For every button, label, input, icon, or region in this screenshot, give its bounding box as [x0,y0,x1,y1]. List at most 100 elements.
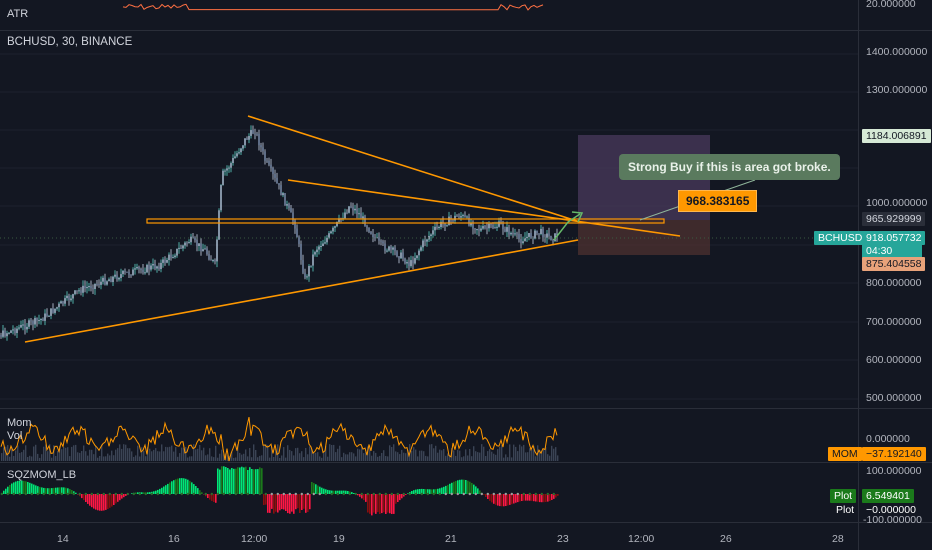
sqz-bar [425,489,427,494]
volume-bar [491,451,493,461]
volume-bar [405,453,407,461]
candle-body [374,237,376,239]
sqz-bar [47,488,49,494]
volume-bar [133,456,135,461]
sqz-bar [459,479,461,494]
volume-bar [187,457,189,461]
candle-body [228,167,230,169]
candle-body [422,240,424,248]
volume-bar [103,456,105,461]
volume-bar [483,446,485,461]
sqz-dot [378,492,381,496]
candle-body [242,145,244,149]
candle-body [392,247,394,250]
volume-bar [1,453,3,461]
sqz-bar [23,480,25,494]
sqz-dot [510,492,513,496]
sqz-dot [216,492,219,496]
sqz-bar [389,494,391,514]
sqz-bar [99,494,101,511]
sqz-bar [501,494,503,507]
volume-bar [533,445,535,461]
price-axis-tick: 1000.000000 [866,197,928,209]
plot-value-tag: 6.549401 [862,489,914,503]
sqz-dot [480,492,483,496]
chart-symbol-title[interactable]: BCHUSD, 30, BINANCE [7,36,133,48]
volume-bar [23,449,25,461]
sqz-bar [393,494,395,514]
buy-note-callout[interactable]: Strong Buy if this is area got broke. [619,154,840,180]
volume-bar [471,456,473,461]
volume-bar [193,444,195,461]
sqz-bar [213,494,215,502]
mom-pane-label[interactable]: Mom [7,417,32,429]
time-axis-tick: 21 [445,533,457,545]
sqz-bar [525,494,527,501]
sqz-bar [221,466,223,494]
volume-bar [147,447,149,461]
volume-bar [267,445,269,461]
volume-bar [21,452,23,461]
candle-body [298,237,300,244]
sqz-bar [515,494,517,503]
volume-bar [33,446,35,461]
atr-pane-label[interactable]: ATR [7,8,29,20]
candle-body [448,216,450,226]
sqz-dot [390,492,393,496]
price-callout[interactable]: 968.383165 [678,190,758,212]
volume-bar [311,449,313,461]
sqz-bar [495,494,497,505]
sqz-bar [317,485,319,494]
volume-bar [531,449,533,461]
volume-bar [265,444,267,461]
volume-bar [163,451,165,461]
volume-bar [499,447,501,461]
sqz-pane-label[interactable]: SQZMOM_LB [7,469,77,481]
sqz-bar [259,467,261,494]
volume-bar [473,446,475,461]
candle-body [346,212,348,214]
sqz-bar [283,494,285,510]
volume-bar [85,451,87,461]
sqz-dot [270,492,273,496]
candle-body [426,239,428,242]
volume-bar [273,457,275,461]
candle-body [76,290,78,292]
volume-bar [287,445,289,461]
sqz-bar [269,494,271,513]
price-axis-border [858,0,859,550]
sqz-bar [89,494,91,506]
sqz-bar [181,478,183,494]
sqz-bar [141,492,143,494]
sqz-bar [483,494,485,495]
volume-bar [165,446,167,461]
sqz-bar [329,490,331,494]
sqz-bar [49,488,51,494]
sqz-bar [403,494,405,497]
sqz-bar [535,494,537,502]
candle-body [464,215,466,217]
candle-body [80,290,82,293]
sqz-bar [31,483,33,494]
sqz-bar [185,478,187,494]
sqz-bar [41,487,43,494]
candle-body [310,265,312,267]
candle-body [324,242,326,244]
candle-body [296,228,298,238]
volume-bar [213,457,215,461]
sqz-bar [251,469,253,494]
sqz-bar [225,467,227,494]
sqz-dot [42,492,45,496]
sqz-bar [553,494,555,499]
volume-bar [297,447,299,461]
sqz-dot [222,492,225,496]
target-price-tag: 1184.006891 [862,129,931,143]
vol-pane-label[interactable]: Vol [7,430,23,442]
sqz-dot [84,492,88,496]
sqz-bar [73,491,75,494]
candle-body [260,145,262,148]
sqz-bar [81,494,83,499]
sqz-bar [513,494,515,504]
candle-body [284,193,286,206]
